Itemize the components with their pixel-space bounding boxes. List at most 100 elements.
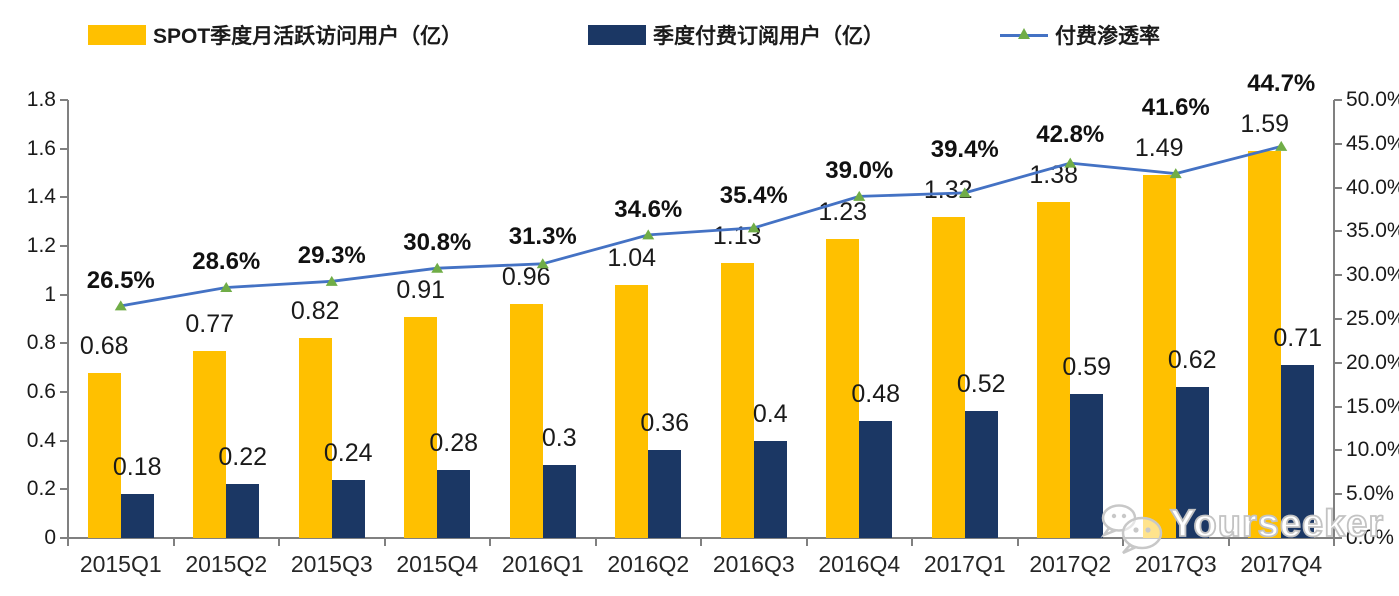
category-label: 2015Q3 (290, 551, 373, 577)
right-axis-label: 15.0% (1346, 394, 1399, 418)
x-axis-tick (1333, 538, 1335, 546)
category-label: 2017Q2 (1029, 551, 1112, 577)
right-axis-tick (1334, 274, 1342, 277)
x-axis-tick (383, 538, 386, 546)
bar-subs-value-label: 0.28 (429, 428, 479, 457)
bar-mau (1248, 151, 1282, 538)
penetration-label: 35.4% (719, 182, 788, 210)
bar-mau (87, 372, 121, 538)
triangle-marker-icon (1064, 157, 1077, 168)
right-axis-tick (1334, 361, 1342, 364)
bar-mau (720, 263, 754, 538)
left-axis-tick (60, 488, 68, 491)
triangle-marker-icon (642, 229, 655, 240)
bar-subs-value-label: 0.3 (541, 424, 577, 452)
left-axis-tick (60, 439, 68, 442)
bar-mau (1142, 175, 1176, 538)
right-axis-label: 10.0% (1346, 438, 1399, 462)
legend-label-subs: 季度付费订阅用户（亿） (653, 25, 884, 48)
bar-mau (193, 350, 227, 538)
bar-subs (1175, 387, 1209, 538)
bar-mau (1037, 202, 1071, 538)
penetration-label: 28.6% (192, 248, 261, 276)
triangle-marker-icon (853, 190, 866, 201)
bar-mau (509, 304, 543, 538)
bar-subs-value-label: 0.59 (1062, 353, 1112, 382)
penetration-label: 41.6% (1141, 94, 1210, 122)
bar-subs (859, 421, 893, 538)
bar-subs-value-label: 0.52 (956, 370, 1006, 399)
category-label: 2016Q2 (607, 551, 690, 577)
category-label: 2015Q1 (79, 551, 162, 577)
bar-mau-value-label: 1.59 (1240, 110, 1290, 139)
bar-mau-value-label: 1.49 (1134, 134, 1184, 163)
bar-subs (120, 494, 154, 538)
bar-mau (826, 238, 860, 538)
x-axis-tick (489, 538, 491, 546)
category-label: 2017Q4 (1240, 551, 1323, 577)
category-label: 2016Q1 (501, 551, 584, 577)
watermark-text: Yourseeker (1169, 502, 1385, 546)
triangle-marker-icon (325, 275, 338, 286)
left-axis-tick (60, 342, 68, 345)
line-marker-icon (1000, 25, 1048, 45)
penetration-label: 39.0% (825, 157, 894, 185)
left-axis-tick (60, 99, 68, 101)
bar-subs-value-label: 0.62 (1167, 346, 1217, 375)
penetration-label: 44.7% (1247, 70, 1316, 98)
left-axis-label: 1.2 (26, 234, 56, 257)
left-axis-tick (60, 245, 68, 247)
penetration-label: 39.4% (930, 135, 999, 163)
x-axis-tick (278, 538, 280, 546)
left-axis-label: 1 (44, 282, 56, 306)
triangle-marker-icon (747, 222, 760, 233)
penetration-label: 30.8% (403, 229, 472, 257)
triangle-marker-icon (114, 300, 127, 311)
penetration-line (114, 140, 1288, 311)
legend-label-mau: SPOT季度月活跃访问用户（亿） (153, 25, 463, 48)
left-axis-label: 0.4 (26, 428, 56, 452)
x-axis-tick (1122, 538, 1124, 546)
subs-swatch-icon (588, 25, 646, 45)
left-axis-tick (60, 537, 68, 539)
mau-swatch-icon (88, 25, 146, 45)
right-axis-tick (1334, 537, 1342, 539)
right-axis-tick (1334, 449, 1342, 452)
right-axis-tick (1334, 230, 1342, 233)
penetration-label: 34.6% (614, 195, 683, 223)
left-axis-label: 1.8 (26, 88, 56, 111)
legend-item-mau: SPOT季度月活跃访问用户（亿） (88, 22, 462, 48)
bar-subs-value-label: 0.36 (640, 409, 690, 438)
left-axis-tick (60, 147, 68, 150)
category-label: 2015Q2 (185, 551, 268, 577)
category-label: 2016Q4 (818, 551, 901, 577)
triangle-marker-icon (1018, 28, 1030, 39)
x-axis-tick (700, 538, 702, 546)
right-axis-label: 30.0% (1346, 263, 1399, 287)
legend-item-penetration: 付费渗透率 (1000, 22, 1160, 48)
bar-subs (331, 479, 365, 538)
right-axis-label: 35.0% (1346, 219, 1399, 243)
bar-mau (298, 338, 332, 538)
bar-subs (226, 484, 260, 538)
x-axis-tick (911, 538, 913, 546)
right-axis-tick (1334, 318, 1342, 320)
left-axis-tick (60, 391, 68, 393)
triangle-marker-icon (1275, 140, 1288, 151)
bar-mau-value-label: 0.77 (185, 309, 235, 338)
right-axis-label: 25.0% (1346, 307, 1399, 330)
category-label: 2017Q3 (1134, 551, 1217, 577)
triangle-marker-icon (536, 258, 549, 269)
watermark: Yourseeker (1096, 502, 1384, 556)
right-axis-label: 0.0% (1346, 526, 1394, 549)
bar-subs (542, 465, 576, 538)
bar-subs (1070, 394, 1104, 538)
triangle-marker-icon (431, 262, 444, 273)
triangle-marker-icon (1169, 168, 1182, 179)
left-axis-label: 1.4 (26, 185, 56, 209)
penetration-label: 26.5% (86, 266, 155, 294)
left-axis-label: 0.6 (26, 380, 56, 403)
bar-subs-value-label: 0.4 (752, 399, 788, 428)
left-axis-tick (60, 196, 68, 199)
